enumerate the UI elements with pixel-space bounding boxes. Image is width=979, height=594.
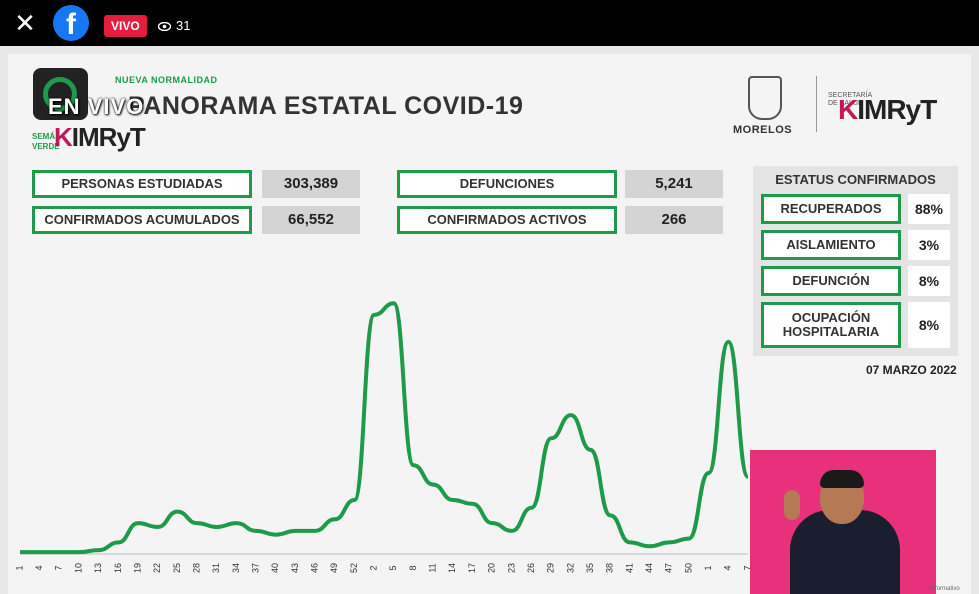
interpreter-hand [784,490,800,520]
x-tick-label: 41 [624,563,634,573]
series-line-0 [20,301,750,555]
morelos-label: MORELOS [733,124,793,136]
page-title: PANORAMA ESTATAL COVID-19 [128,92,524,120]
x-tick-label: 52 [349,563,359,573]
status-value-recuperados: 88% [908,194,950,224]
header-divider [816,76,817,132]
x-tick-label: 28 [191,563,201,573]
x-tick-label: 29 [546,563,556,573]
semaforo-logo-icon [33,68,88,120]
imryt-logo-left: KIMRyT [54,122,146,153]
x-tick-label: 23 [506,563,516,573]
x-tick-label: 8 [408,565,418,570]
en-vivo-overlay: EN VIVO [48,94,145,119]
close-icon[interactable]: ✕ [14,8,36,38]
personas-estudiadas-value: 303,389 [262,170,360,198]
x-tick-label: 47 [664,563,674,573]
covid-slide: NUEVA NORMALIDAD SEMÁ VERDE KIMRyT PANOR… [8,54,971,594]
status-label-recuperados: RECUPERADOS [761,194,901,224]
status-label-aislamiento: AISLAMIENTO [761,230,901,260]
defunciones-label: DEFUNCIONES [397,170,617,198]
x-tick-label: 50 [683,563,693,573]
confirmados-acumulados-value: 66,552 [262,206,360,234]
x-tick-label: 31 [211,563,221,573]
covid-line-chart: 1 4 7 10 13 16 19 22 25 28 31 34 37 40 43 46 49 52 2 5 8 11 14… [14,301,752,573]
x-tick-label: 7 [742,565,752,570]
x-tick-label: 13 [93,563,103,573]
x-tick-label: 4 [723,565,733,570]
x-tick-label: 43 [290,563,300,573]
status-heading: ESTATUS CONFIRMADOS [775,172,936,187]
x-tick-label: 19 [132,563,142,573]
viewer-count-value: 31 [176,18,191,33]
facebook-logo-icon[interactable]: f [53,5,89,41]
personas-estudiadas-label: PERSONAS ESTUDIADAS [32,170,252,198]
interpreter-hair [820,470,864,488]
x-tick-label: 49 [329,563,339,573]
x-tick-label: 32 [565,563,575,573]
live-badge: VIVO [104,15,147,37]
status-value-defuncion: 8% [908,266,950,296]
x-tick-label: 14 [447,563,457,573]
report-date: 07 MARZO 2022 [866,363,957,377]
imryt-text: IMRyT [71,122,146,152]
status-label-defuncion: DEFUNCIÓN [761,266,901,296]
imryt-k: K [54,122,73,152]
imryt-text-right: IMRyT [857,94,937,125]
confirmados-acumulados-label: CONFIRMADOS ACUMULADOS [32,206,252,234]
interpreter-body [790,510,900,594]
imryt-logo-right: KIMRyT [838,94,937,126]
x-tick-label: 34 [231,563,241,573]
status-value-ocupacion: 8% [908,302,950,348]
secretaria-label: SECRETARÍA DE SALUD [828,92,872,107]
confirmados-activos-label: CONFIRMADOS ACTIVOS [397,206,617,234]
x-tick-label: 46 [310,563,320,573]
sign-language-interpreter [750,450,936,594]
eye-icon [158,21,171,31]
x-tick-label: 37 [250,563,260,573]
facebook-logo-letter: f [66,8,76,41]
x-tick-label: 25 [172,563,182,573]
status-value-aislamiento: 3% [908,230,950,260]
live-topbar: ✕ f VIVO 31 [0,0,979,46]
x-tick-label: 44 [644,563,654,573]
viewer-count: 31 [158,16,190,36]
x-tick-label: 38 [605,563,615,573]
video-frame[interactable]: NUEVA NORMALIDAD SEMÁ VERDE KIMRyT PANOR… [0,46,979,594]
x-tick-label: 35 [585,563,595,573]
x-tick-label: 1 [14,565,24,570]
x-tick-label: 22 [152,563,162,573]
x-tick-label: 1 [703,565,713,570]
x-tick-label: 11 [428,563,438,572]
confirmados-activos-value: 266 [625,206,723,234]
watermark-text: Informativo [930,586,960,592]
x-tick-label: 10 [73,563,83,573]
x-tick-label: 5 [388,565,398,570]
x-tick-label: 20 [487,563,497,573]
imryt-k-right: K [838,94,858,125]
x-tick-label: 16 [113,563,123,573]
x-tick-label: 2 [369,565,379,570]
status-panel: ESTATUS CONFIRMADOS RECUPERADOS 88% AISL… [753,166,958,356]
defunciones-value: 5,241 [625,170,723,198]
x-tick-label: 7 [54,565,64,570]
x-tick-label: 4 [34,565,44,570]
x-tick-label: 40 [270,563,280,573]
x-tick-label: 17 [467,563,477,573]
nueva-normalidad-label: NUEVA NORMALIDAD [115,75,218,85]
semaforo-label: SEMÁ VERDE [32,132,60,151]
status-label-ocupacion: OCUPACIÓN HOSPITALARIA [761,302,901,348]
morelos-shield-icon [748,76,782,120]
x-tick-label: 26 [526,563,536,573]
